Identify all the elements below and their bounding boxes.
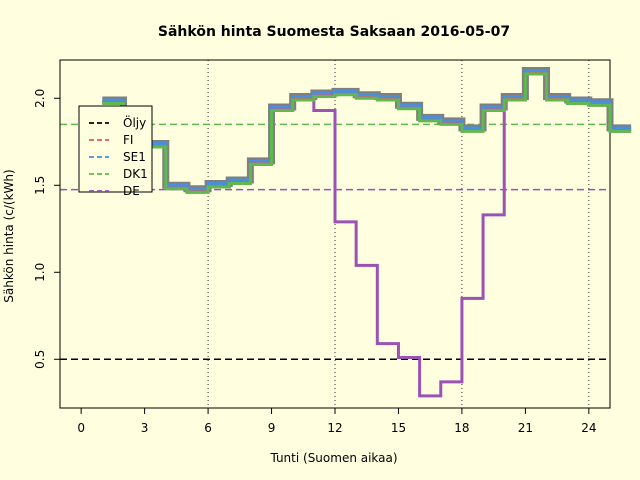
- x-tick-label: 15: [391, 421, 406, 435]
- legend-box: [78, 105, 153, 193]
- x-tick-label: 0: [77, 421, 85, 435]
- series-line-de: [102, 72, 632, 398]
- legend-label: Öljy: [123, 114, 146, 130]
- legend-label: DE: [123, 184, 140, 198]
- legend-label: DK1: [123, 167, 148, 181]
- y-axis-label: Sähkön hinta (c/(kWh): [2, 169, 16, 302]
- x-tick-label: 6: [204, 421, 212, 435]
- series-line-fi: [102, 70, 632, 192]
- y-tick-label: 1.0: [33, 263, 47, 282]
- series-line-se1: [102, 68, 632, 191]
- x-tick-label: 21: [518, 421, 533, 435]
- legend-label: FI: [123, 133, 133, 147]
- legend-label: SE1: [123, 150, 146, 164]
- y-tick-label: 2.0: [33, 89, 47, 108]
- x-tick-label: 3: [141, 421, 149, 435]
- y-tick-label: 1.5: [33, 176, 47, 195]
- axes: 0 3 6 9 12 15 18 21 24 0.5 1.0 1.5 2.0: [33, 89, 596, 435]
- x-tick-label: 24: [581, 421, 596, 435]
- legend: Öljy FI SE1 DK1 DE: [78, 105, 153, 198]
- x-tick-label: 12: [327, 421, 342, 435]
- x-tick-label: 9: [268, 421, 276, 435]
- price-series: [102, 66, 632, 398]
- x-axis-label: Tunti (Suomen aikaa): [269, 451, 397, 465]
- series-line-dk1: [102, 72, 632, 194]
- y-tick-label: 0.5: [33, 350, 47, 369]
- chart-title: Sähkön hinta Suomesta Saksaan 2016-05-07: [158, 24, 510, 40]
- x-tick-label: 18: [454, 421, 469, 435]
- price-series-shadow: [102, 66, 632, 193]
